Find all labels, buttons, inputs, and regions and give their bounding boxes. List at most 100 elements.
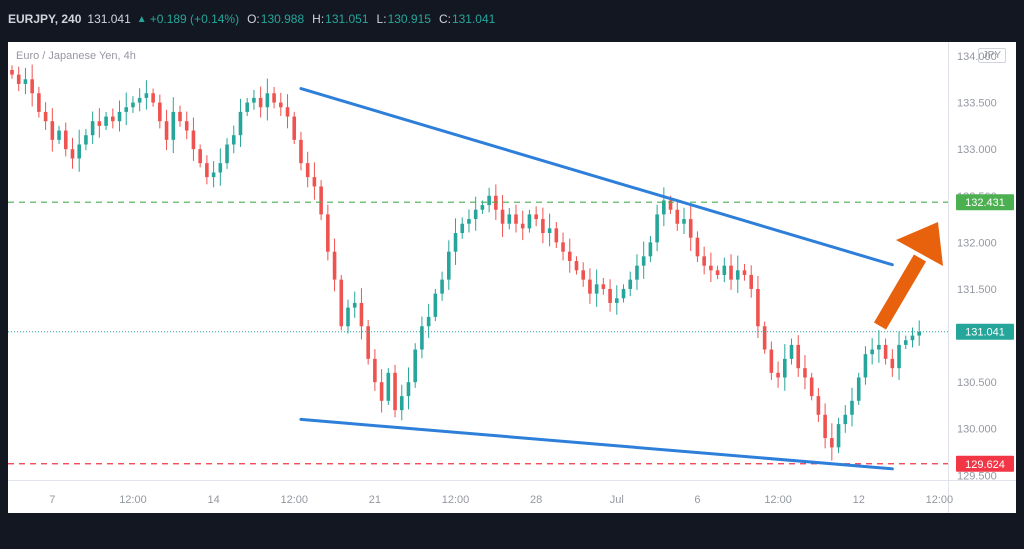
candle-body: [279, 102, 283, 108]
triangle-up-icon: ▲: [136, 13, 147, 25]
candle-body: [870, 349, 874, 355]
currency-badge[interactable]: JPY: [977, 48, 1006, 63]
candle-body: [709, 265, 713, 271]
chart-area[interactable]: 134.000133.500133.000132.500132.000131.5…: [8, 42, 1016, 513]
candle-body: [292, 116, 297, 140]
candle-body: [863, 354, 868, 378]
candle-body: [30, 79, 34, 94]
lower-trendline: [299, 417, 894, 471]
candle-body: [621, 288, 626, 299]
x-tick-label: 7: [49, 494, 55, 506]
candle-body: [547, 228, 552, 234]
x-tick-label: 6: [694, 494, 700, 506]
candle-body: [903, 340, 908, 345]
candle-body: [258, 97, 263, 108]
candle-body: [84, 135, 88, 145]
candle-body: [124, 107, 129, 112]
candle-body: [211, 172, 216, 178]
candle-body: [507, 214, 512, 224]
candle-body: [688, 219, 693, 238]
candle-body: [77, 144, 81, 159]
candle-body: [137, 97, 142, 103]
candle-body: [57, 130, 61, 140]
candle-body: [816, 396, 821, 415]
candle-body: [729, 265, 733, 280]
candle-body: [527, 214, 532, 229]
candle-body: [648, 242, 653, 257]
candle-body: [594, 284, 599, 294]
candle-body: [588, 279, 592, 294]
candle-body: [447, 251, 451, 280]
symbol-header: EURJPY, 240 131.041 ▲ +0.189 (+0.14%) O:…: [8, 0, 1016, 38]
price-chart[interactable]: 134.000133.500133.000132.500132.000131.5…: [8, 42, 1016, 513]
x-tick-label: 21: [369, 494, 381, 506]
current-price-label: 131.041: [965, 327, 1005, 339]
y-tick-label: 133.500: [957, 98, 997, 110]
candle-body: [312, 177, 317, 187]
candle-body: [480, 205, 485, 210]
support-price-label: 129.624: [965, 459, 1005, 471]
candle-body: [373, 358, 377, 383]
candle-body: [399, 396, 404, 411]
candle-body: [70, 149, 75, 159]
candle-body: [339, 279, 344, 327]
candle-body: [742, 270, 747, 275]
candle-body: [326, 214, 330, 252]
candle-body: [305, 163, 310, 178]
candle-body: [514, 214, 518, 224]
candle-body: [581, 270, 585, 280]
candle-body: [299, 139, 303, 164]
candle-body: [850, 400, 854, 415]
candle-body: [158, 102, 162, 122]
candle-body: [406, 382, 411, 397]
candle-body: [500, 209, 505, 224]
candle-body: [359, 302, 364, 327]
candle-body: [897, 344, 901, 369]
y-tick-label: 133.000: [957, 144, 997, 156]
candle-body: [803, 368, 807, 378]
candle-body: [117, 111, 122, 122]
candle-body: [393, 372, 397, 411]
candle-body: [608, 288, 612, 303]
symbol-name[interactable]: EURJPY, 240: [8, 12, 82, 26]
candle-body: [352, 302, 357, 308]
candle-body: [910, 335, 915, 341]
candle-body: [735, 270, 740, 280]
candle-body: [796, 344, 801, 369]
candle-body: [487, 195, 491, 206]
price-change: +0.189 (+0.14%): [149, 12, 240, 26]
candle-body: [164, 121, 169, 140]
candle-body: [37, 93, 41, 112]
candle-body: [460, 223, 465, 234]
candle-body: [655, 214, 659, 243]
low-label: L:: [376, 12, 387, 26]
x-tick-label: 12:00: [926, 494, 954, 506]
candle-body: [749, 274, 753, 289]
candle-body: [467, 219, 471, 224]
last-price: 131.041: [87, 12, 131, 26]
candle-body: [366, 326, 370, 359]
candle-body: [218, 163, 223, 173]
candle-body: [272, 93, 276, 103]
candle-body: [231, 135, 236, 145]
x-tick-label: 12:00: [764, 494, 792, 506]
close-value: 131.041: [451, 12, 496, 26]
y-tick-label: 132.000: [957, 237, 997, 249]
candle-body: [131, 102, 135, 108]
candle-body: [440, 279, 444, 294]
x-tick-label: 28: [530, 494, 542, 506]
candle-body: [520, 223, 525, 229]
candle-body: [917, 331, 921, 336]
candle-body: [877, 344, 881, 350]
candle-body: [628, 279, 633, 289]
candle-body: [238, 111, 243, 136]
current-price-label-badge: [956, 323, 1014, 340]
candle-body: [715, 270, 720, 275]
low-value: 130.915: [387, 12, 431, 26]
candle-body: [809, 377, 814, 397]
candle-body: [10, 69, 14, 75]
candle-body: [561, 242, 565, 252]
candle-body: [635, 265, 639, 280]
candle-body: [43, 111, 48, 122]
upper-trendline: [299, 87, 894, 267]
